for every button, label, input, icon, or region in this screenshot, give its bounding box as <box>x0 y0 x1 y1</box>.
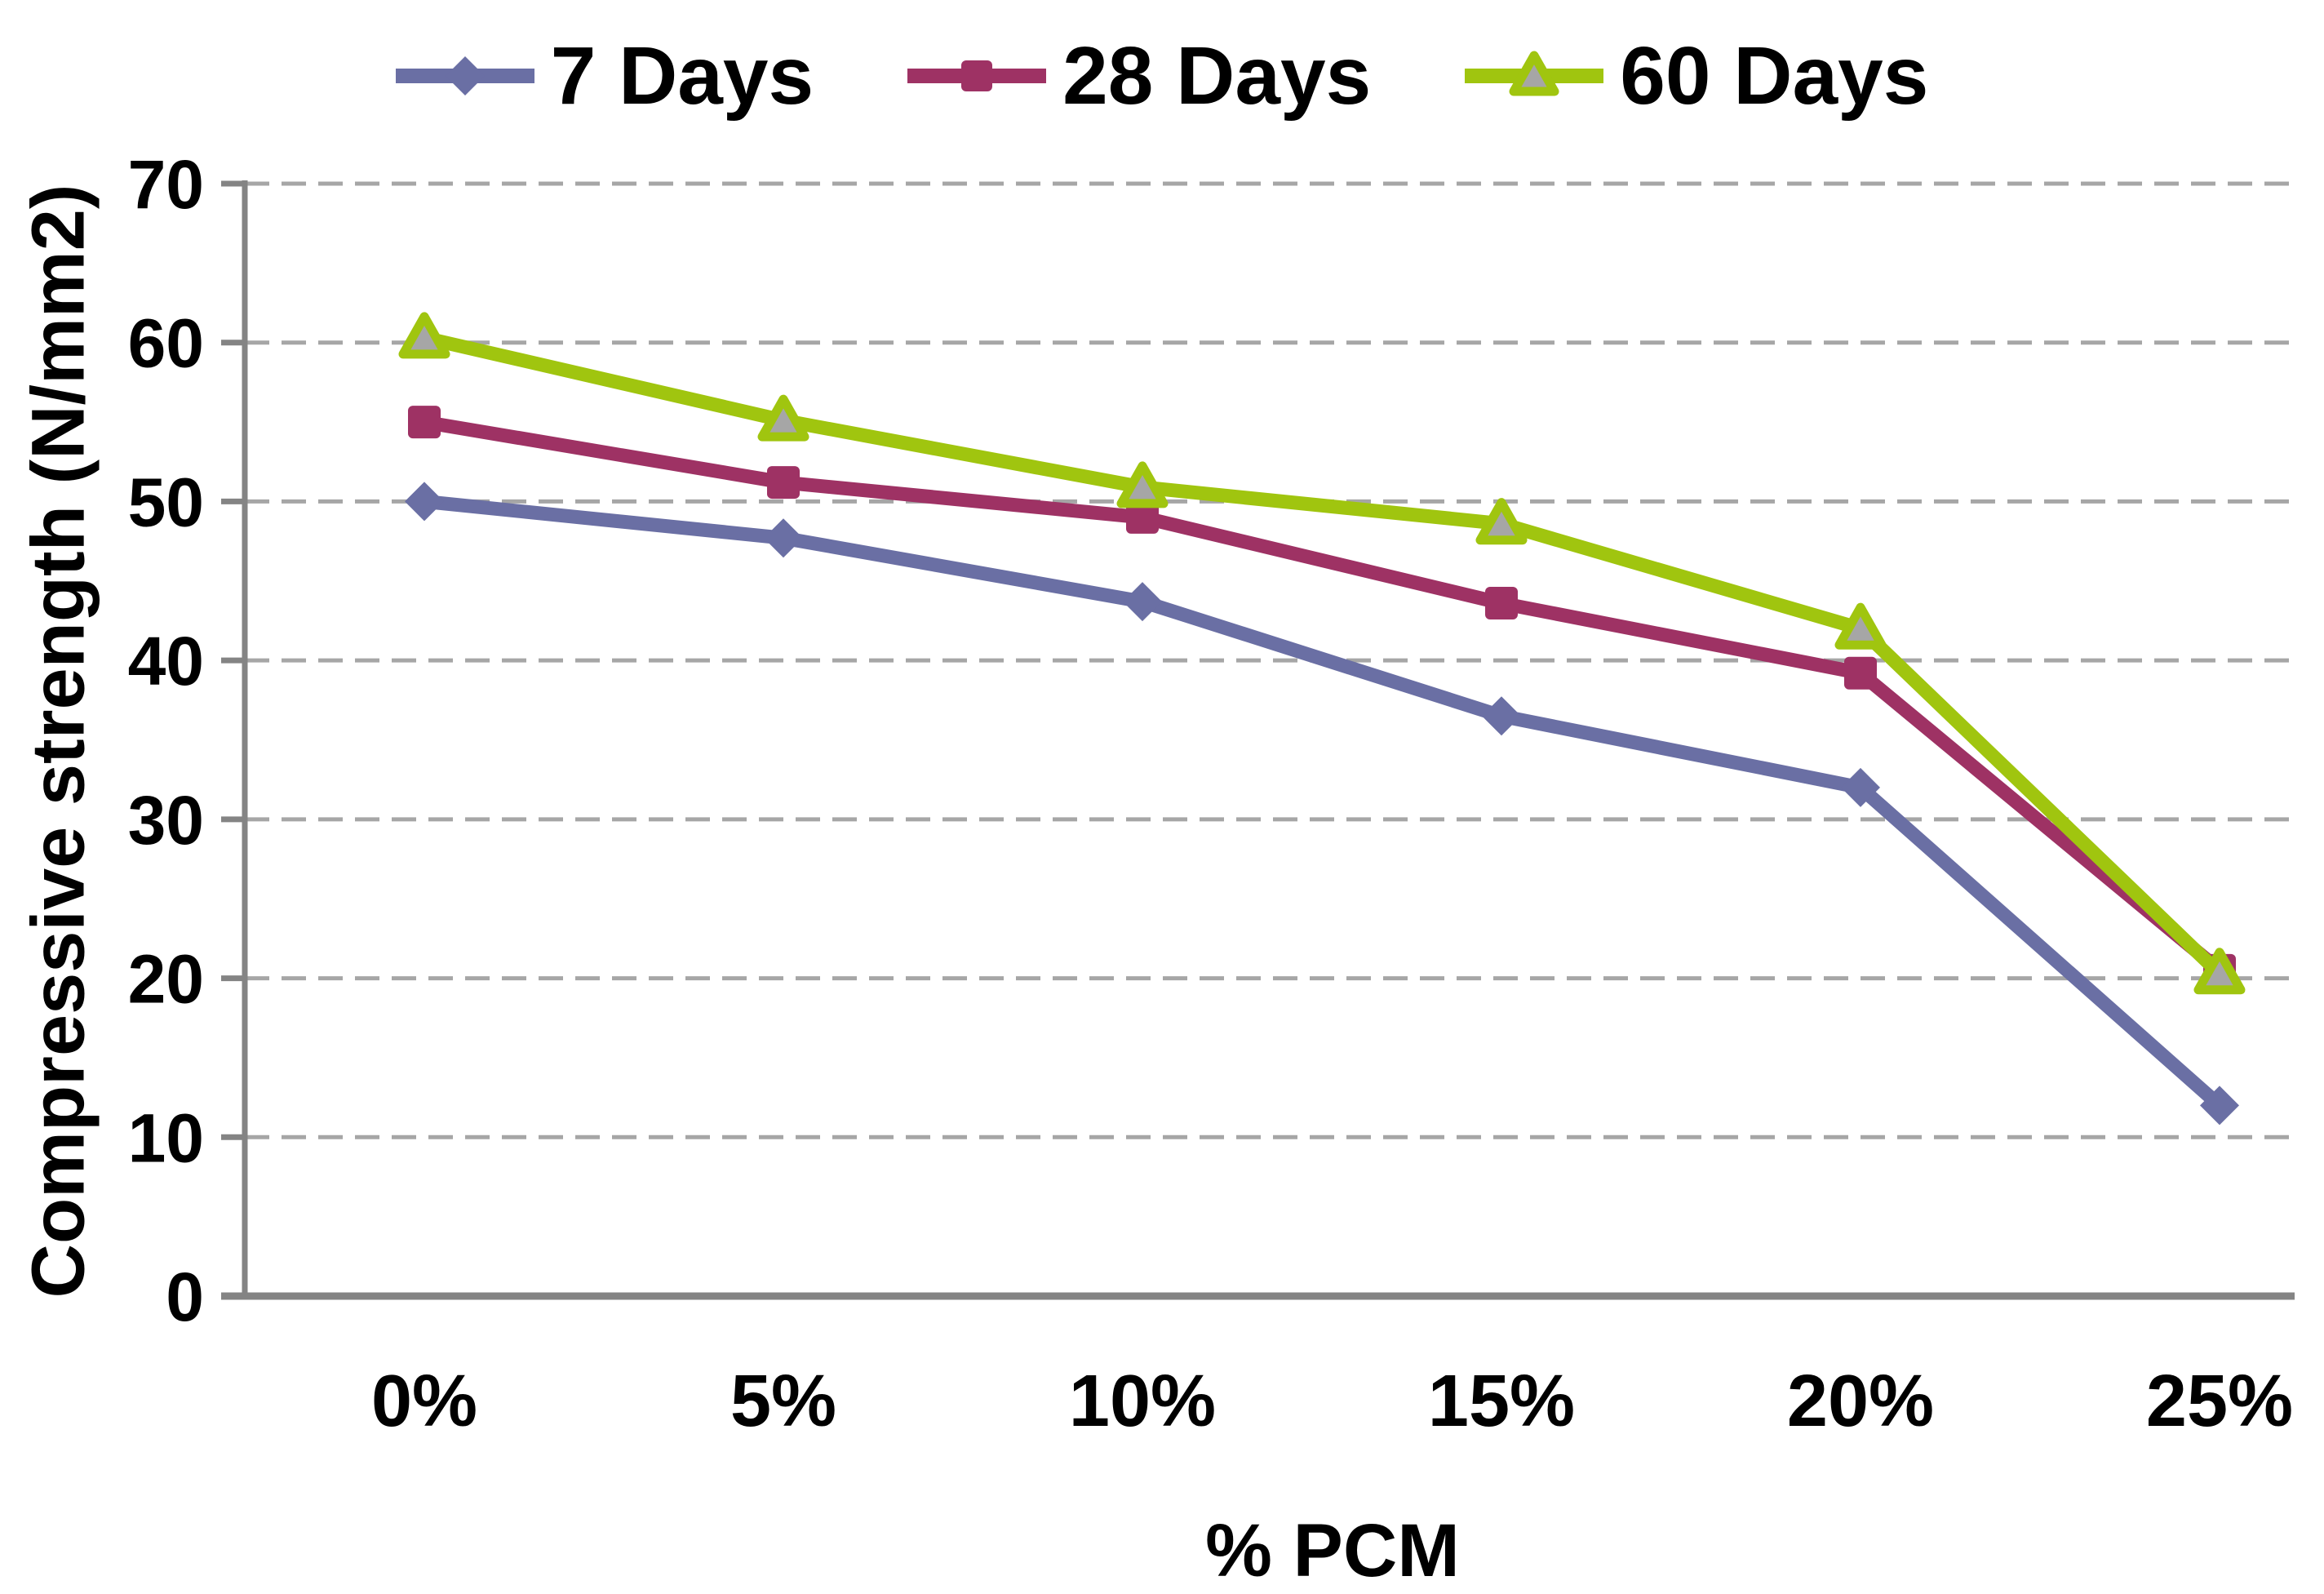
marker-square-28-days <box>767 466 800 500</box>
legend-label: 60 Days <box>1620 30 1929 122</box>
marker-square-28-days <box>408 406 441 439</box>
legend-item-28-days: 28 Days <box>907 31 1371 121</box>
y-tick-label: 50 <box>128 464 204 540</box>
y-tick-label: 30 <box>128 782 204 859</box>
marker-triangle-60-days <box>398 312 450 359</box>
legend-marker-triangle-icon <box>1465 51 1604 96</box>
marker-diamond-7-days <box>405 482 444 522</box>
y-tick-label: 0 <box>166 1259 204 1335</box>
marker-diamond-7-days <box>1841 767 1880 807</box>
marker-diamond-7-days <box>1123 582 1162 622</box>
marker-triangle-60-days <box>1834 602 1887 650</box>
series-line-7-days <box>424 494 2224 1111</box>
x-tick-label: 0% <box>371 1361 477 1442</box>
x-axis-title: % PCM <box>1205 1509 1460 1592</box>
marker-triangle-60-days <box>2193 948 2246 995</box>
y-axis-title: Compressive strength (N/mm2) <box>16 184 100 1299</box>
marker-diamond-7-days <box>764 518 803 558</box>
y-tick-label: 10 <box>128 1099 204 1176</box>
series-line-28-days <box>423 415 2224 976</box>
series-line-60-days <box>423 331 2224 979</box>
legend-item-7-days: 7 Days <box>395 30 814 122</box>
marker-diamond-7-days <box>2200 1086 2239 1126</box>
y-tick-label: 40 <box>128 623 204 699</box>
x-tick-label: 25% <box>2146 1361 2293 1442</box>
y-tick-label: 70 <box>128 146 204 223</box>
marker-square-28-days <box>1844 656 1877 690</box>
legend-marker-square-icon <box>907 60 1047 91</box>
marker-diamond-7-days <box>1482 696 1521 736</box>
x-tick-label: 5% <box>730 1361 836 1442</box>
legend-item-60-days: 60 Days <box>1465 31 1928 121</box>
x-tick-label: 10% <box>1069 1361 1216 1442</box>
marker-triangle-60-days <box>1116 461 1169 508</box>
y-tick-label: 20 <box>128 941 204 1018</box>
x-tick-label: 20% <box>1787 1361 1934 1442</box>
legend-label: 28 Days <box>1062 30 1372 122</box>
y-tick-label: 60 <box>128 305 204 382</box>
marker-triangle-60-days <box>757 394 809 442</box>
legend-label: 7 Days <box>550 30 814 122</box>
marker-triangle-60-days <box>1475 498 1528 545</box>
marker-square-28-days <box>1126 500 1159 534</box>
marker-square-28-days <box>1485 587 1518 620</box>
x-tick-label: 15% <box>1428 1361 1575 1442</box>
legend: 7 Days 28 Days 60 Days <box>0 31 2324 121</box>
legend-marker-diamond-icon <box>395 56 534 95</box>
